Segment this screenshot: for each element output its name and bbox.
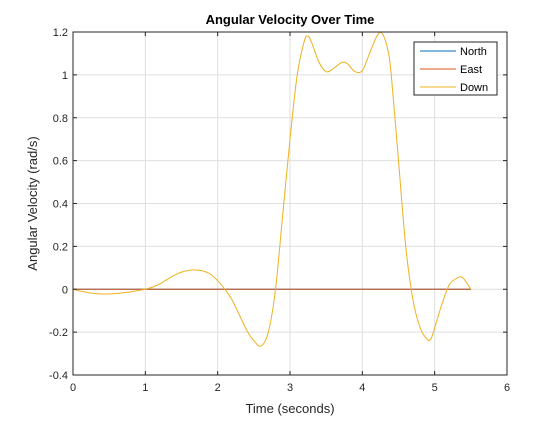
y-axis-label: Angular Velocity (rad/s) — [25, 136, 40, 270]
tick-layer: 0 1 2 3 4 5 6 -0.4 -0.2 0 0.2 0.4 0.6 0.8 1 1.2 — [49, 27, 510, 394]
x-tick-label: 4 — [359, 382, 365, 394]
y-tick-label: 1.2 — [53, 27, 68, 39]
y-tick-label: 0.8 — [53, 113, 68, 125]
y-tick-label: 1 — [62, 70, 68, 82]
y-tick-label: 0 — [62, 284, 68, 296]
y-tick-label: 0.2 — [53, 241, 68, 253]
legend: North East Down — [413, 41, 498, 96]
y-tick-label: -0.4 — [49, 370, 68, 382]
chart-title: Angular Velocity Over Time — [206, 12, 375, 27]
y-tick-label: 0.6 — [53, 156, 68, 168]
y-tick-label: 0.4 — [53, 199, 68, 211]
x-tick-label: 5 — [432, 382, 438, 394]
x-tick-label: 1 — [142, 382, 148, 394]
legend-label-east: East — [460, 64, 482, 76]
y-tick-label: -0.2 — [49, 327, 68, 339]
x-tick-label: 0 — [70, 382, 76, 394]
x-tick-label: 2 — [215, 382, 221, 394]
series-layer — [72, 31, 472, 347]
legend-label-north: North — [460, 46, 487, 58]
x-tick-label: 3 — [287, 382, 293, 394]
legend-label-down: Down — [460, 82, 488, 94]
x-tick-label: 6 — [504, 382, 510, 394]
x-axis-label: Time (seconds) — [245, 401, 334, 416]
series-line-down — [72, 31, 472, 347]
